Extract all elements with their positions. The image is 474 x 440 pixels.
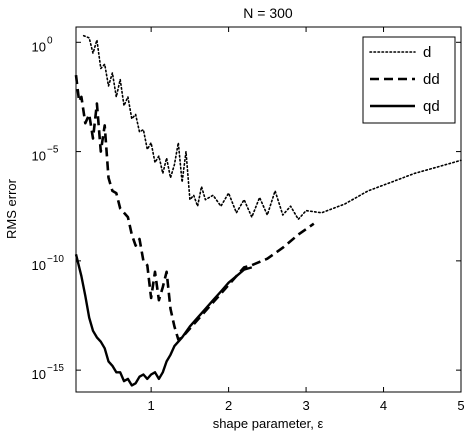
y-tick-label: 10 <box>32 258 46 273</box>
legend-label-d: d <box>423 44 431 61</box>
legend-label-dd: dd <box>423 71 440 88</box>
plot-area <box>75 26 462 393</box>
y-axis-label: RMS error <box>4 178 19 239</box>
x-tick-label: 5 <box>457 398 464 413</box>
legend-label-qd: qd <box>423 98 440 115</box>
x-tick-label: 3 <box>302 398 309 413</box>
series-layer <box>74 34 462 387</box>
x-tick-label: 2 <box>225 398 232 413</box>
y-tick-exponent: −15 <box>47 363 64 374</box>
x-tick-label: 1 <box>148 398 155 413</box>
y-tick-label: 10 <box>32 39 46 54</box>
y-tick-exponent: −10 <box>47 254 64 265</box>
series-line-qd <box>74 254 253 387</box>
y-tick-label: 10 <box>32 149 46 164</box>
series-line-dd <box>74 74 315 341</box>
chart-title: N = 300 <box>243 5 293 21</box>
x-axis-label: shape parameter, ε <box>213 416 324 431</box>
y-tick-label: 10 <box>32 367 46 382</box>
x-tick-label: 4 <box>380 398 387 413</box>
y-tick-exponent: 0 <box>47 35 53 46</box>
series-line-d <box>82 34 462 221</box>
y-tick-exponent: −5 <box>47 145 59 156</box>
